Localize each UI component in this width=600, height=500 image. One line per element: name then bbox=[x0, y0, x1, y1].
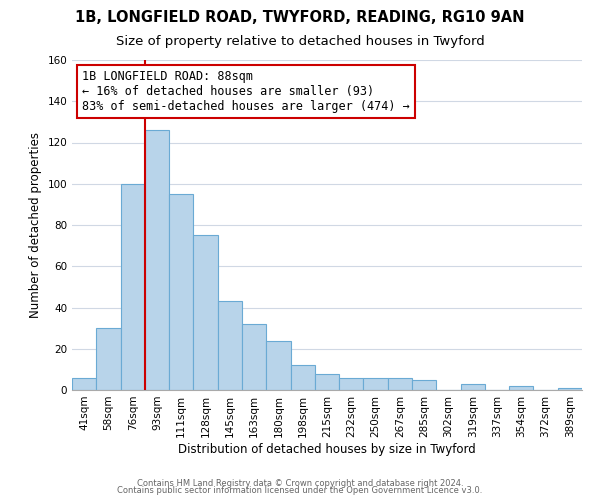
Text: Size of property relative to detached houses in Twyford: Size of property relative to detached ho… bbox=[116, 35, 484, 48]
Text: Contains HM Land Registry data © Crown copyright and database right 2024.: Contains HM Land Registry data © Crown c… bbox=[137, 478, 463, 488]
Bar bbox=[290, 365, 315, 390]
Bar bbox=[558, 388, 582, 390]
Bar bbox=[121, 184, 145, 390]
Text: 1B, LONGFIELD ROAD, TWYFORD, READING, RG10 9AN: 1B, LONGFIELD ROAD, TWYFORD, READING, RG… bbox=[75, 10, 525, 25]
Text: 1B LONGFIELD ROAD: 88sqm
← 16% of detached houses are smaller (93)
83% of semi-d: 1B LONGFIELD ROAD: 88sqm ← 16% of detach… bbox=[82, 70, 410, 113]
Y-axis label: Number of detached properties: Number of detached properties bbox=[29, 132, 42, 318]
Bar bbox=[388, 378, 412, 390]
Bar bbox=[218, 302, 242, 390]
Text: Contains public sector information licensed under the Open Government Licence v3: Contains public sector information licen… bbox=[118, 486, 482, 495]
Bar bbox=[509, 386, 533, 390]
Bar bbox=[266, 340, 290, 390]
Bar bbox=[339, 378, 364, 390]
Bar bbox=[72, 378, 96, 390]
Bar bbox=[412, 380, 436, 390]
Bar bbox=[242, 324, 266, 390]
Bar bbox=[169, 194, 193, 390]
Bar bbox=[145, 130, 169, 390]
Bar bbox=[461, 384, 485, 390]
Bar bbox=[193, 236, 218, 390]
Bar bbox=[364, 378, 388, 390]
X-axis label: Distribution of detached houses by size in Twyford: Distribution of detached houses by size … bbox=[178, 442, 476, 456]
Bar bbox=[96, 328, 121, 390]
Bar bbox=[315, 374, 339, 390]
